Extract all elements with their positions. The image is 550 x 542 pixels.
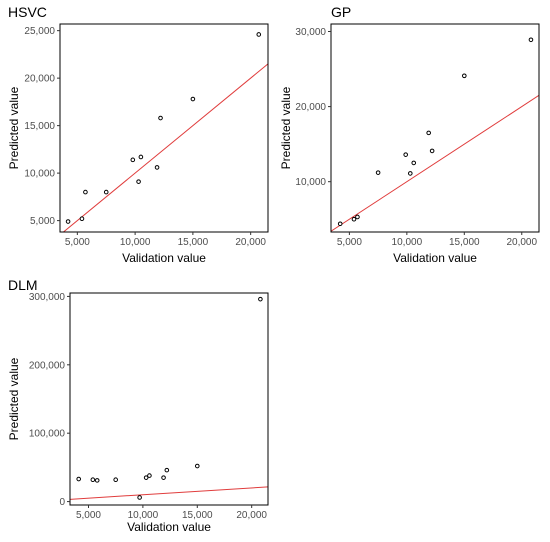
data-point xyxy=(79,216,85,222)
x-tick-label: 20,000 xyxy=(236,510,267,521)
x-tick-label: 10,000 xyxy=(128,510,159,521)
y-tick-label: 300,000 xyxy=(29,292,66,303)
data-point xyxy=(407,171,413,176)
data-point xyxy=(94,478,100,483)
panel-title: DLM xyxy=(8,277,38,293)
y-tick-label: 25,000 xyxy=(24,26,55,37)
x-tick-label: 20,000 xyxy=(235,237,266,248)
data-point xyxy=(403,152,408,157)
data-point xyxy=(375,170,381,175)
x-axis-label: Validation value xyxy=(122,251,206,265)
y-tick-label: 100,000 xyxy=(29,429,66,440)
y-tick-label: 20,000 xyxy=(24,74,55,85)
y-axis-label: Predicted value xyxy=(7,357,21,440)
data-point xyxy=(190,96,196,102)
x-tick-label: 15,000 xyxy=(178,237,209,248)
data-point xyxy=(147,473,152,478)
data-point xyxy=(355,214,360,220)
panel-title: HSVC xyxy=(8,4,47,20)
x-tick-label: 5,000 xyxy=(337,237,362,248)
fit-line xyxy=(70,486,268,500)
data-point xyxy=(90,477,96,482)
data-point xyxy=(528,37,534,43)
x-tick-label: 15,000 xyxy=(182,510,213,521)
panel-gp: GP 5,000 10,000 15,000 20,000 10,000 20,000 30,… xyxy=(279,4,540,265)
data-point xyxy=(337,221,343,227)
panel-title: GP xyxy=(331,4,351,20)
data-point xyxy=(113,477,118,482)
data-point xyxy=(76,476,82,482)
y-tick-label: 20,000 xyxy=(295,102,326,113)
plot-frame xyxy=(59,23,269,233)
y-tick-label: 10,000 xyxy=(24,169,55,180)
fit-line xyxy=(331,94,539,232)
y-tick-label: 10,000 xyxy=(295,177,326,188)
data-point xyxy=(351,216,357,222)
x-tick-label: 5,000 xyxy=(76,510,101,521)
data-point xyxy=(138,154,144,160)
y-tick-label: 0 xyxy=(59,497,65,508)
y-tick-label: 200,000 xyxy=(29,360,66,371)
x-axis-label: Validation value xyxy=(393,251,477,265)
data-point xyxy=(136,179,141,184)
data-point xyxy=(164,467,170,473)
data-point xyxy=(256,32,262,37)
x-tick-label: 15,000 xyxy=(449,237,480,248)
data-point xyxy=(154,165,160,170)
y-tick-label: 15,000 xyxy=(24,121,55,132)
x-tick-label: 5,000 xyxy=(65,237,90,248)
plot-frame xyxy=(69,292,269,506)
data-point xyxy=(429,148,435,154)
x-tick-label: 10,000 xyxy=(120,237,151,248)
panel-hsvc: HSVC 5,000 10,000 15,000 20,000 5,000 10,000 15… xyxy=(7,4,269,265)
data-point xyxy=(462,73,467,79)
y-axis-label: Predicted value xyxy=(7,86,21,169)
data-point xyxy=(161,475,166,480)
data-point xyxy=(258,296,263,302)
data-point xyxy=(143,475,149,480)
y-tick-label: 5,000 xyxy=(30,216,55,227)
data-point xyxy=(65,219,71,224)
data-point xyxy=(103,189,109,195)
data-point xyxy=(426,130,431,136)
data-point xyxy=(411,160,417,166)
x-tick-label: 20,000 xyxy=(506,237,537,248)
plot-frame xyxy=(330,23,540,233)
fit-line xyxy=(62,63,268,232)
data-point xyxy=(130,157,136,163)
data-point xyxy=(137,495,142,500)
y-tick-label: 30,000 xyxy=(295,27,326,38)
x-axis-label: Validation value xyxy=(127,520,211,534)
data-point xyxy=(158,115,163,121)
x-tick-label: 10,000 xyxy=(392,237,423,248)
y-axis-label: Predicted value xyxy=(279,86,293,169)
data-point xyxy=(83,189,88,195)
data-point xyxy=(194,463,200,469)
panel-dlm: DLM 5,000 10,000 15,000 20,000 0 100,000 200,00… xyxy=(7,277,269,534)
